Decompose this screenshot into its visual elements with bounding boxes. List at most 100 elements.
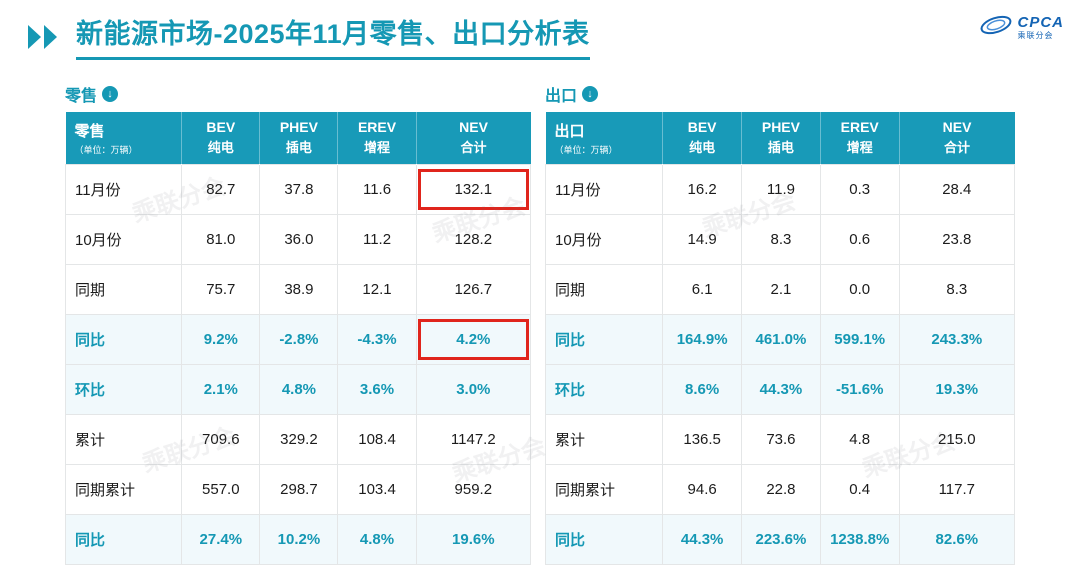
cell: 108.4 [337,413,417,465]
col-header-phev: PHEV 插电 [259,112,339,164]
table-row: 同比 44.3% 223.6% 1238.8% 82.6% [544,513,1016,565]
cell: 81.0 [181,213,261,265]
double-chevron-icon [26,22,66,57]
cpca-logo: CPCA 乘联分会 [979,12,1064,43]
cell: 37.8 [259,163,339,215]
row-label: 环比 [64,363,183,415]
row-label: 同比 [544,313,664,365]
col-header-phev: PHEV 插电 [741,112,821,164]
retail-section-head: 零售 ↓ [65,82,531,106]
logo-caption: 乘联分会 [1017,31,1054,40]
col-header-nev: NEV 合计 [899,112,1015,164]
row-label: 累计 [64,413,183,465]
row-label: 环比 [544,363,664,415]
cell: 959.2 [415,463,532,515]
export-table: 出口 （单位：万辆） BEV 纯电 PHEV 插电 EREV 增程 NEV 合计 11月… [544,112,1016,565]
cell: 0.3 [819,163,900,215]
cell: 14.9 [662,213,743,265]
cell: 9.2% [181,313,261,365]
cell: 28.4 [898,163,1016,215]
table-row: 累计 136.5 73.6 4.8 215.0 [544,413,1016,465]
down-arrow-icon: ↓ [582,86,599,102]
down-arrow-icon: ↓ [102,86,119,102]
cell: 223.6% [741,513,821,565]
cell: 126.7 [415,263,532,315]
cell: 16.2 [662,163,743,215]
cell: 10.2% [259,513,339,565]
cell: 329.2 [259,413,339,465]
cell: 3.6% [337,363,417,415]
logo-text: CPCA 乘联分会 [1017,15,1064,40]
retail-section-title: 零售 [65,88,98,105]
cell: 4.8% [337,513,417,565]
cell: 11.6 [337,163,417,215]
highlighted-cell: 4.2% [415,313,532,365]
cell: 599.1% [819,313,900,365]
cell: 82.6% [898,513,1016,565]
retail-header-row: 零售 （单位：万辆） BEV 纯电 PHEV 插电 EREV 增程 NEV 合计 [65,112,531,164]
table-row: 同期 75.7 38.9 12.1 126.7 [64,263,532,315]
cell: 298.7 [259,463,339,515]
col-header-nev: NEV 合计 [416,112,531,164]
col-header-erev: EREV 增程 [337,112,417,164]
cell: 461.0% [741,313,821,365]
cell: 243.3% [898,313,1016,365]
cell: 94.6 [662,463,743,515]
cell: -51.6% [819,363,900,415]
cell: 8.6% [662,363,743,415]
cell: -2.8% [259,313,339,365]
row-label: 10月份 [544,213,664,265]
table-row: 11月份 16.2 11.9 0.3 28.4 [544,163,1016,215]
cell: 12.1 [337,263,417,315]
cell: 11.9 [741,163,821,215]
cell: 4.8 [819,413,900,465]
export-section-title: 出口 [545,88,578,105]
cell: 136.5 [662,413,743,465]
table-row: 10月份 14.9 8.3 0.6 23.8 [544,213,1016,265]
col-header-bev: BEV 纯电 [662,112,743,164]
cell: 73.6 [741,413,821,465]
row-label: 累计 [544,413,664,465]
cell: 1238.8% [819,513,900,565]
cell: 8.3 [898,263,1016,315]
cell: 215.0 [898,413,1016,465]
cell: 82.7 [181,163,261,215]
table-row: 同期累计 94.6 22.8 0.4 117.7 [544,463,1016,515]
row-label: 11月份 [544,163,664,215]
export-corner-cell: 出口 （单位：万辆） [545,112,664,164]
row-label: 同期 [64,263,183,315]
cell: 22.8 [741,463,821,515]
cell: 103.4 [337,463,417,515]
logo-name: CPCA [1017,14,1064,31]
table-row: 同期 6.1 2.1 0.0 8.3 [544,263,1016,315]
table-row: 同期累计 557.0 298.7 103.4 959.2 [64,463,532,515]
export-section-head: 出口 ↓ [545,82,1015,106]
cell: 709.6 [181,413,261,465]
cell: 19.3% [898,363,1016,415]
table-row: 累计 709.6 329.2 108.4 1147.2 [64,413,532,465]
title-bar: 新能源市场-2025年11月零售、出口分析表 [26,19,590,60]
col-header-erev: EREV 增程 [820,112,900,164]
logo-swoosh-icon [979,12,1013,43]
cell: 117.7 [898,463,1016,515]
row-label: 同比 [64,513,183,565]
cell: 75.7 [181,263,261,315]
cell: 11.2 [337,213,417,265]
export-panel: 出口 ↓ 出口 （单位：万辆） BEV 纯电 PHEV 插电 EREV 增程 NEV 合… [544,82,1016,565]
cell: 19.6% [415,513,532,565]
retail-table: 零售 （单位：万辆） BEV 纯电 PHEV 插电 EREV 增程 NEV 合计 11月… [64,112,532,565]
cell: 1147.2 [415,413,532,465]
cell: 6.1 [662,263,743,315]
page-title: 新能源市场-2025年11月零售、出口分析表 [76,19,590,60]
table-row: 10月份 81.0 36.0 11.2 128.2 [64,213,532,265]
cell: 128.2 [415,213,532,265]
col-header-bev: BEV 纯电 [181,112,261,164]
table-row: 同比 27.4% 10.2% 4.8% 19.6% [64,513,532,565]
cell: 27.4% [181,513,261,565]
cell: 8.3 [741,213,821,265]
cell: 4.8% [259,363,339,415]
row-label: 同比 [544,513,664,565]
cell: 0.0 [819,263,900,315]
cell: 38.9 [259,263,339,315]
export-header-row: 出口 （单位：万辆） BEV 纯电 PHEV 插电 EREV 增程 NEV 合计 [545,112,1015,164]
